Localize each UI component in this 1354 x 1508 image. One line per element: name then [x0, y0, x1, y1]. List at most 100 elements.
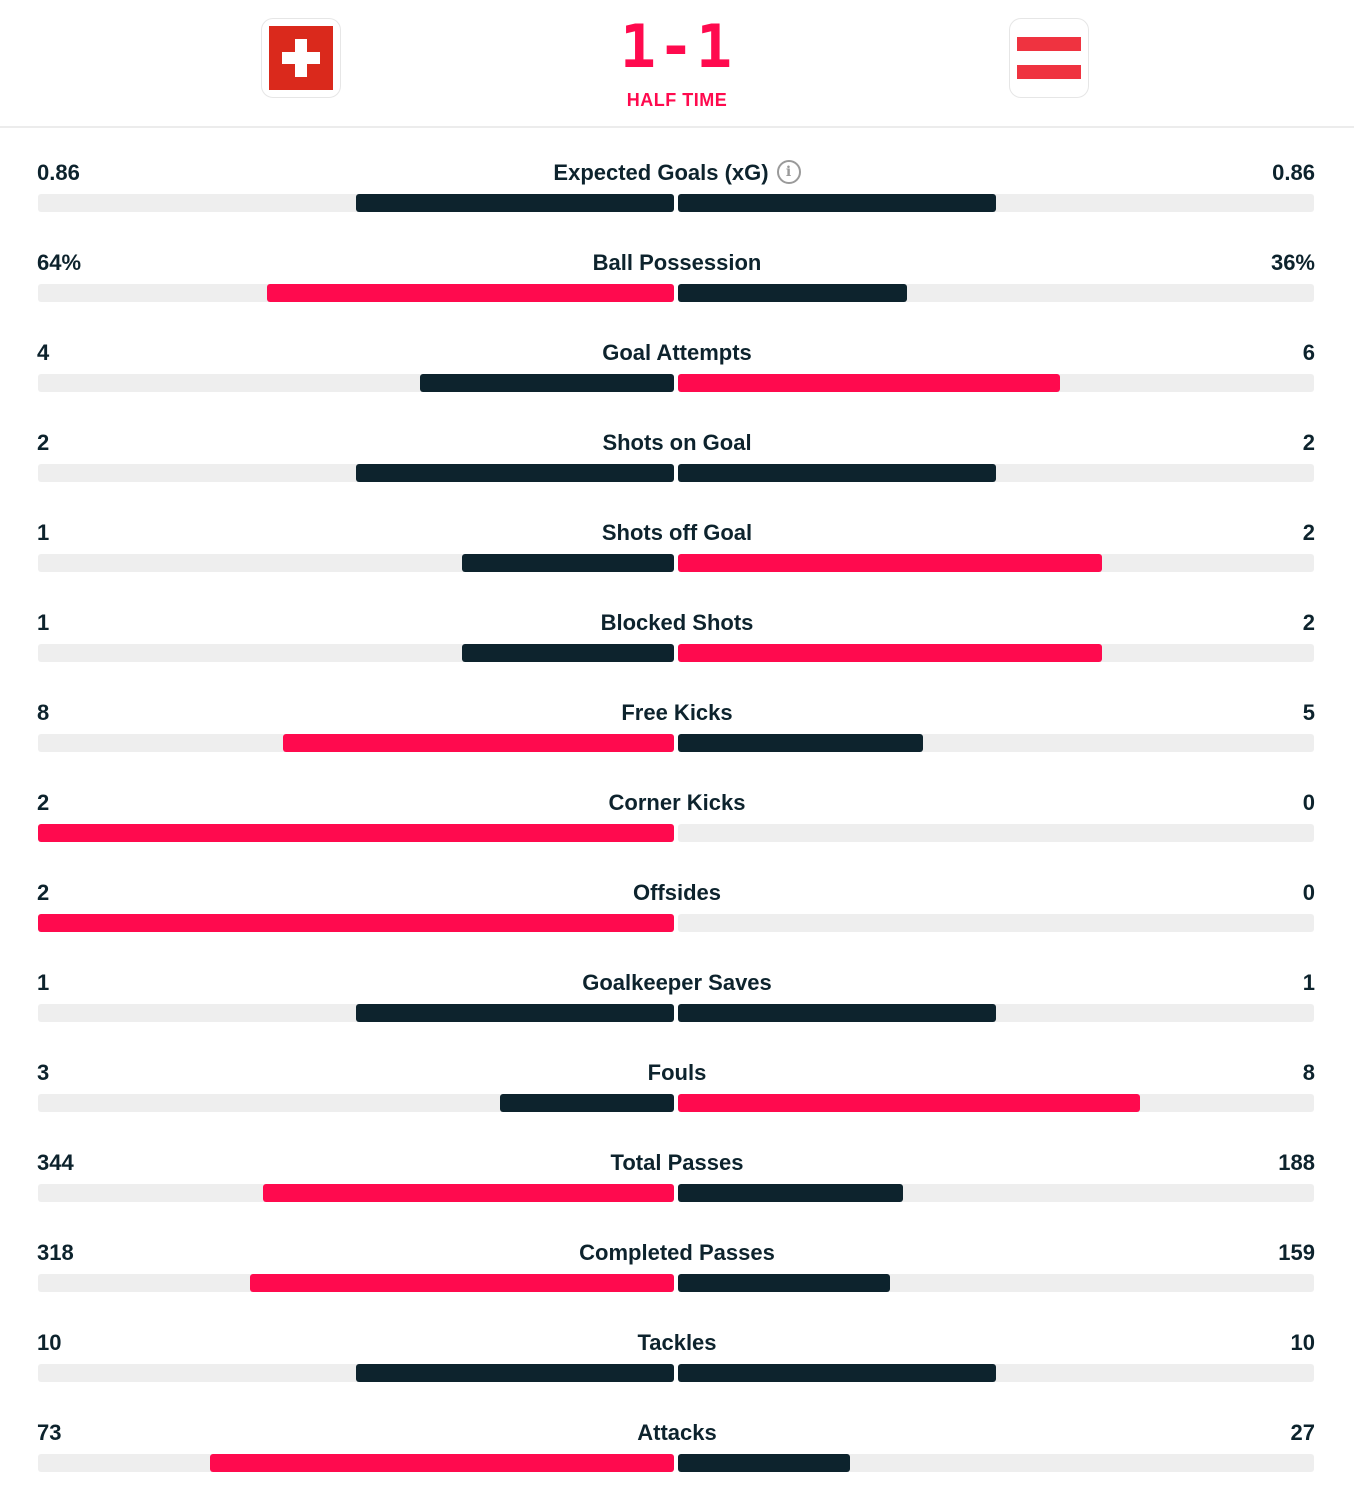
stat-label-text: Ball Possession	[592, 250, 762, 275]
away-bar-fill	[678, 1184, 903, 1202]
home-bar-track	[38, 1454, 674, 1472]
home-bar-fill	[250, 1274, 674, 1292]
home-bar-track	[38, 1364, 674, 1382]
stat-label-text: Expected Goals (xG)	[553, 160, 769, 185]
stat-row: 1 Shots off Goal 2	[0, 518, 1354, 608]
away-bar-track	[678, 374, 1314, 392]
stat-label-text: Offsides	[632, 880, 722, 905]
away-bar-track	[678, 644, 1314, 662]
home-bar-track	[38, 914, 674, 932]
stat-row: 0.86 Expected Goals (xG) i 0.86	[0, 158, 1354, 248]
stat-row: 2 Shots on Goal 2	[0, 428, 1354, 518]
home-value: 64%	[37, 250, 82, 275]
away-bar-fill	[678, 1454, 850, 1472]
stat-row: 344 Total Passes 188	[0, 1148, 1354, 1238]
stat-label: Blocked Shots	[0, 608, 1354, 638]
stat-row: 1 Blocked Shots 2	[0, 608, 1354, 698]
home-value: 2	[37, 790, 50, 815]
home-value: 0.86	[37, 160, 80, 185]
stat-label: Total Passes	[0, 1148, 1354, 1178]
away-bar-fill	[678, 1094, 1140, 1112]
stat-label: Shots off Goal	[0, 518, 1354, 548]
home-bar-track	[38, 1274, 674, 1292]
away-value: 0	[1302, 790, 1315, 815]
home-bar-fill	[462, 554, 674, 572]
stat-label-text: Shots on Goal	[602, 430, 752, 455]
away-bar-track	[678, 1274, 1314, 1292]
stat-row: 3 Fouls 8	[0, 1058, 1354, 1148]
away-bar-fill	[678, 554, 1102, 572]
home-value: 4	[37, 340, 50, 365]
stat-row: 318 Completed Passes 159	[0, 1238, 1354, 1328]
home-bar-track	[38, 644, 674, 662]
stat-label: Goal Attempts	[0, 338, 1354, 368]
away-bar-track	[678, 1364, 1314, 1382]
stat-label: Attacks	[0, 1418, 1354, 1448]
away-bar-fill	[678, 1004, 996, 1022]
home-value: 318	[37, 1240, 74, 1265]
home-bar-track	[38, 734, 674, 752]
home-bar-track	[38, 824, 674, 842]
stat-row: 73 Attacks 27	[0, 1418, 1354, 1508]
home-bar-fill	[420, 374, 674, 392]
stat-label: Expected Goals (xG) i	[0, 158, 1354, 188]
home-bar-track	[38, 374, 674, 392]
home-bar-track	[38, 1004, 674, 1022]
home-value: 344	[37, 1150, 74, 1175]
away-bar-fill	[678, 284, 907, 302]
austria-flag-icon	[1017, 37, 1081, 79]
home-bar-fill	[38, 824, 674, 842]
stat-label-text: Free Kicks	[621, 700, 733, 725]
stat-label-text: Goal Attempts	[602, 340, 752, 365]
home-bar-fill	[263, 1184, 674, 1202]
away-value: 2	[1302, 520, 1315, 545]
away-value: 159	[1278, 1240, 1315, 1265]
info-icon[interactable]: i	[776, 160, 801, 185]
home-value: 73	[37, 1420, 62, 1445]
away-bar-track	[678, 554, 1314, 572]
away-value: 10	[1290, 1330, 1315, 1355]
stat-label-text: Total Passes	[610, 1150, 744, 1175]
home-bar-fill	[500, 1094, 674, 1112]
away-value: 1	[1302, 970, 1315, 995]
stat-row: 10 Tackles 10	[0, 1328, 1354, 1418]
home-bar-fill	[356, 1004, 674, 1022]
switzerland-flag-icon	[269, 26, 333, 90]
home-bar-track	[38, 1184, 674, 1202]
home-value: 1	[37, 610, 50, 635]
home-value: 2	[37, 430, 50, 455]
away-bar-track	[678, 914, 1314, 932]
away-team-flag[interactable]	[1009, 18, 1089, 98]
away-bar-track	[678, 1094, 1314, 1112]
away-bar-fill	[678, 734, 923, 752]
stat-label: Shots on Goal	[0, 428, 1354, 458]
away-bar-fill	[678, 194, 996, 212]
away-bar-track	[678, 284, 1314, 302]
stat-label-text: Blocked Shots	[600, 610, 754, 635]
stat-label: Ball Possession	[0, 248, 1354, 278]
stat-row: 64% Ball Possession 36%	[0, 248, 1354, 338]
stat-label-text: Shots off Goal	[601, 520, 753, 545]
away-bar-track	[678, 1004, 1314, 1022]
stat-row: 2 Corner Kicks 0	[0, 788, 1354, 878]
away-value: 5	[1302, 700, 1315, 725]
home-value: 10	[37, 1330, 62, 1355]
home-bar-track	[38, 464, 674, 482]
away-value: 188	[1278, 1150, 1315, 1175]
away-value: 8	[1302, 1060, 1315, 1085]
stat-label: Completed Passes	[0, 1238, 1354, 1268]
home-bar-fill	[356, 194, 674, 212]
home-value: 1	[37, 520, 50, 545]
home-bar-fill	[283, 734, 674, 752]
home-team-flag[interactable]	[261, 18, 341, 98]
away-bar-track	[678, 464, 1314, 482]
away-value: 27	[1290, 1420, 1315, 1445]
home-bar-fill	[356, 1364, 674, 1382]
away-value: 0	[1302, 880, 1315, 905]
away-bar-track	[678, 194, 1314, 212]
home-value: 3	[37, 1060, 50, 1085]
stat-label-text: Corner Kicks	[608, 790, 746, 815]
home-value: 8	[37, 700, 50, 725]
away-value: 0.86	[1272, 160, 1315, 185]
away-bar-track	[678, 824, 1314, 842]
